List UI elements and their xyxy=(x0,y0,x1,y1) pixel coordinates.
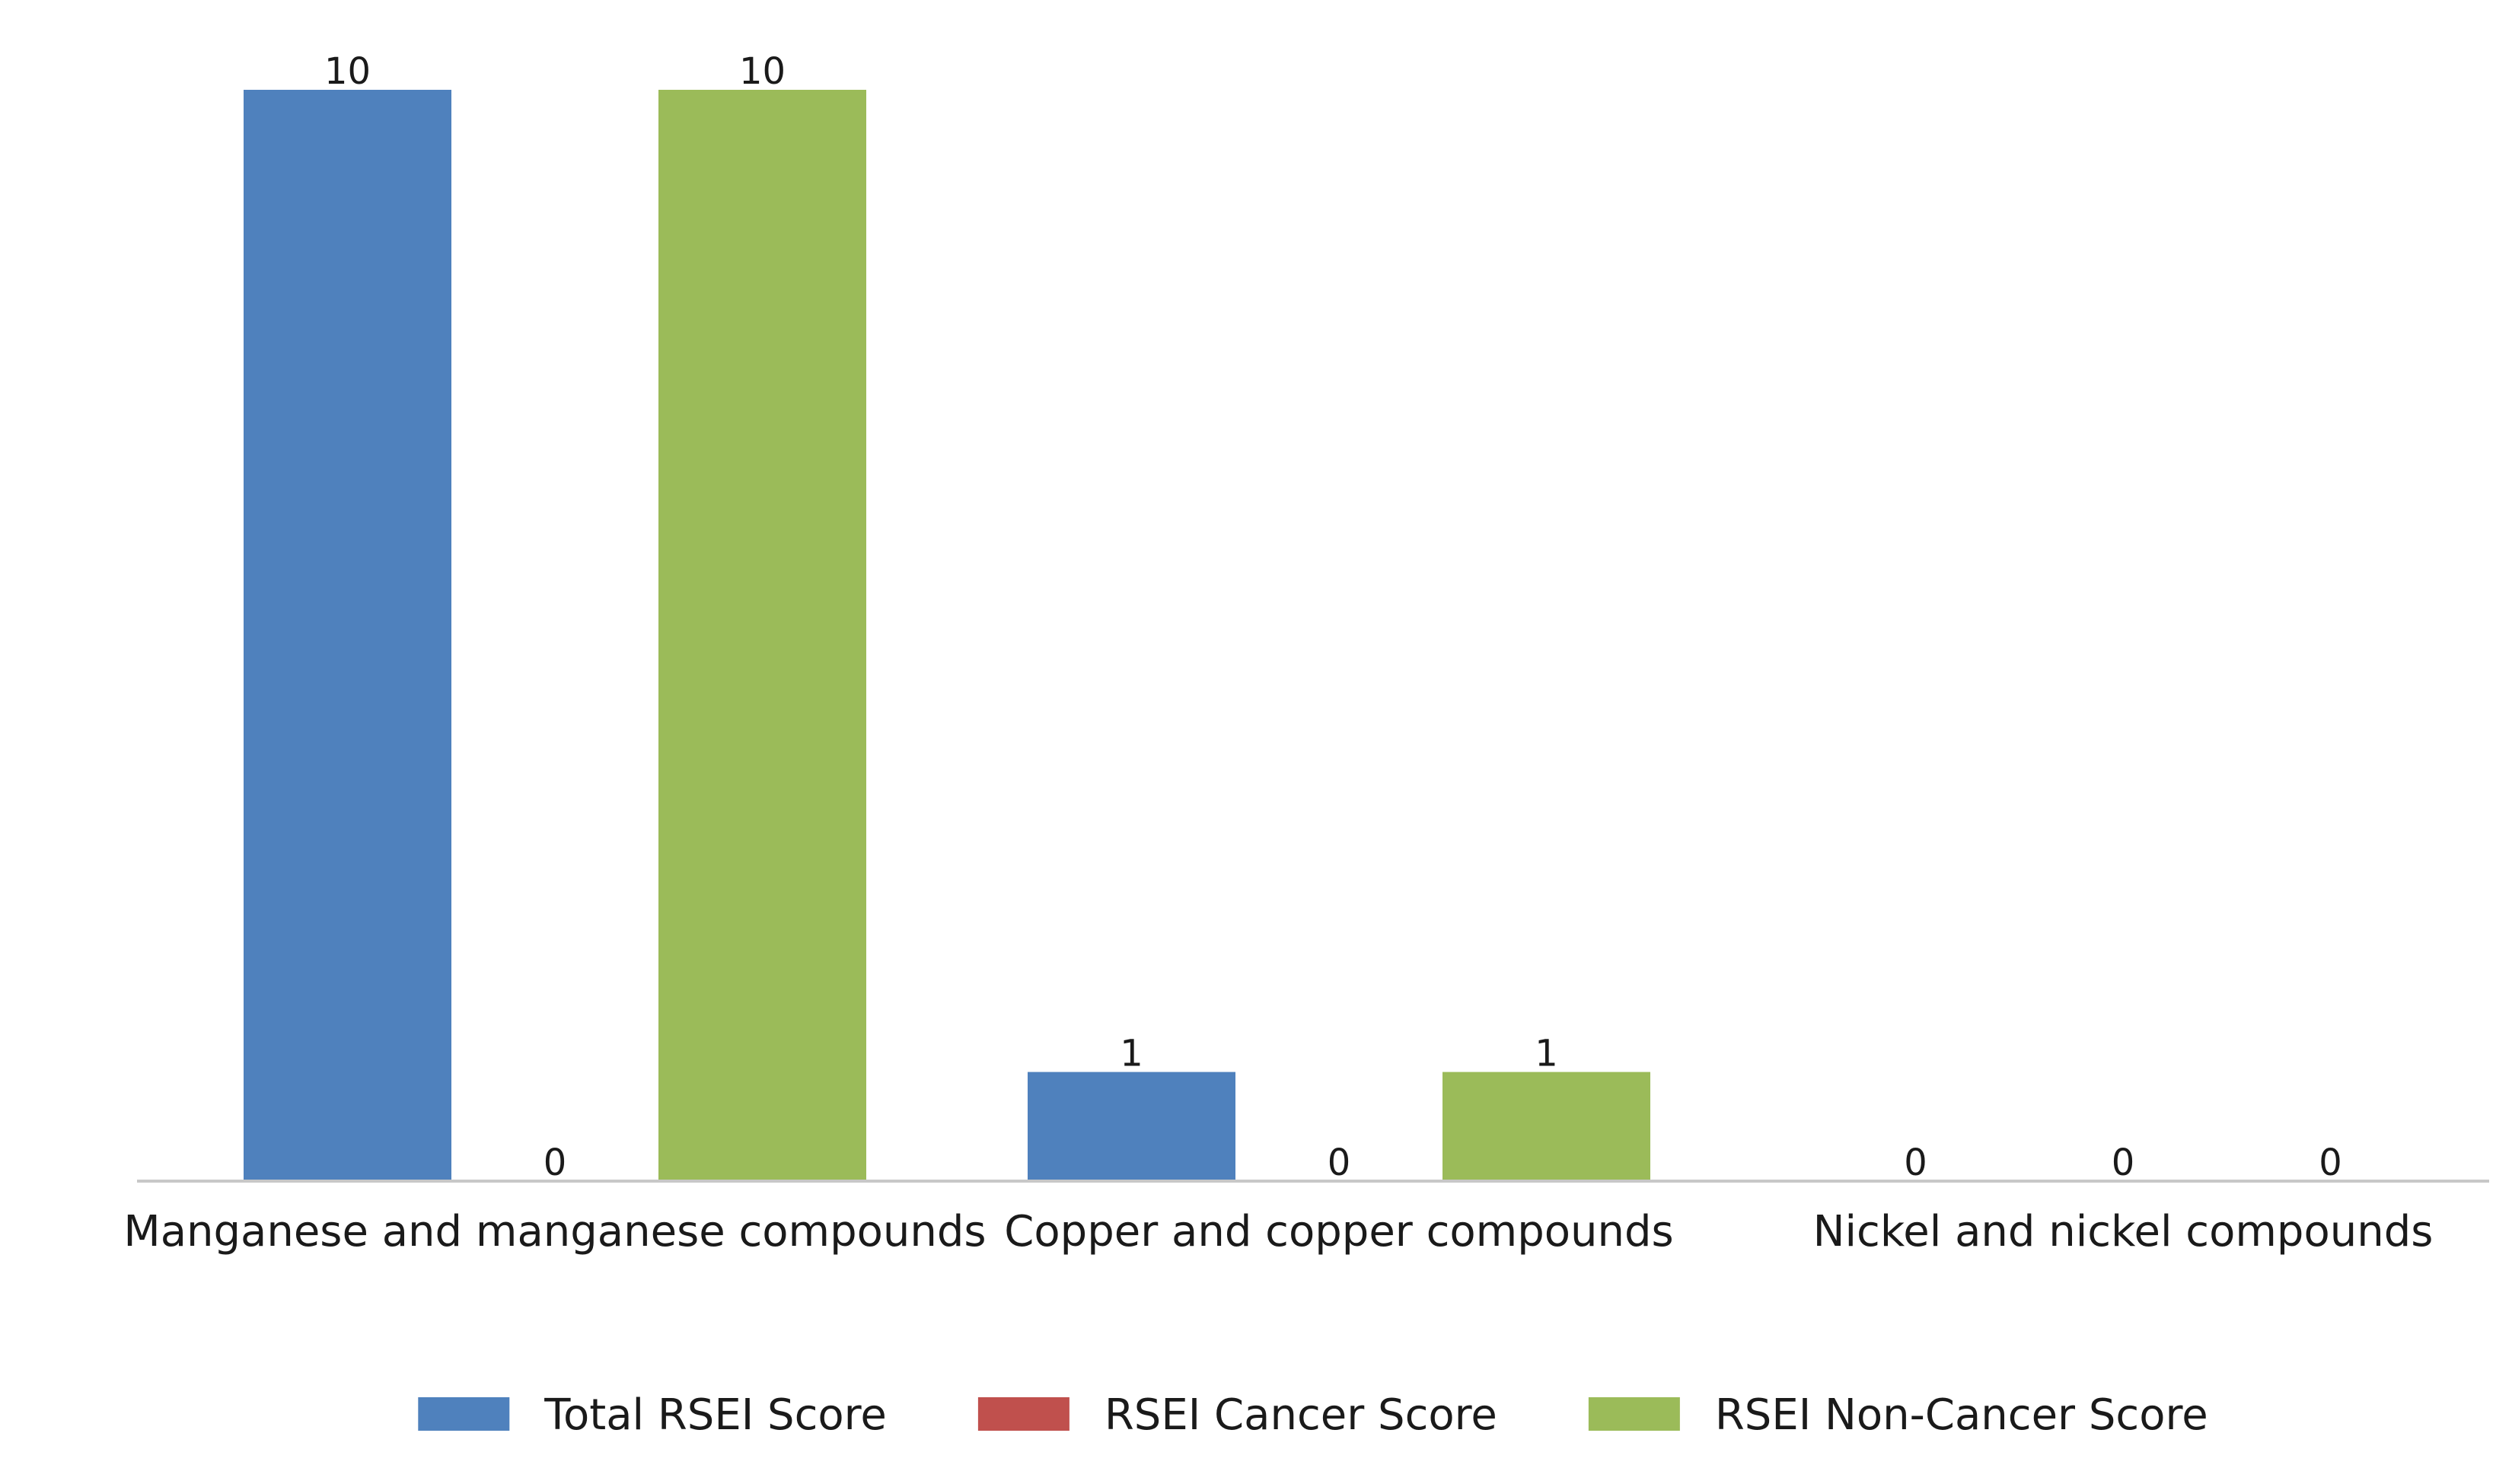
bar-1-1 xyxy=(244,90,451,1181)
x-tick-label-2: Copper and copper compounds xyxy=(1004,1207,1673,1256)
legend-label-1: Total RSEI Score xyxy=(544,1390,887,1440)
data-label-1-1: 10 xyxy=(324,50,371,93)
x-axis-tick-labels: Manganese and manganese compounds Copper … xyxy=(123,1207,2433,1256)
data-label-3-1: 10 xyxy=(739,50,786,93)
data-label-1-2: 1 xyxy=(1120,1033,1143,1075)
legend-swatch-3 xyxy=(1588,1397,1680,1431)
x-tick-label-1: Manganese and manganese compounds xyxy=(123,1207,986,1256)
legend-item-1: Total RSEI Score xyxy=(418,1390,887,1440)
data-label-2-1: 0 xyxy=(544,1142,567,1184)
bars xyxy=(244,90,1650,1181)
bar-3-1 xyxy=(658,90,866,1181)
legend-label-3: RSEI Non-Cancer Score xyxy=(1715,1390,2208,1440)
data-label-3-2: 1 xyxy=(1535,1033,1558,1075)
bar-3-2 xyxy=(1442,1072,1650,1181)
x-tick-label-3: Nickel and nickel compounds xyxy=(1813,1207,2434,1256)
legend-label-2: RSEI Cancer Score xyxy=(1105,1390,1497,1440)
legend-swatch-2 xyxy=(977,1397,1070,1431)
legend-item-3: RSEI Non-Cancer Score xyxy=(1588,1390,2208,1440)
data-label-3-3: 0 xyxy=(2319,1142,2342,1184)
data-label-2-2: 0 xyxy=(1328,1142,1351,1184)
data-label-2-3: 0 xyxy=(2112,1142,2135,1184)
legend-item-2: RSEI Cancer Score xyxy=(977,1390,1497,1440)
data-label-1-3: 0 xyxy=(1904,1142,1927,1184)
bar-1-2 xyxy=(1028,1072,1235,1181)
legend: Total RSEI Score RSEI Cancer Score RSEI No… xyxy=(418,1390,2208,1440)
legend-swatch-1 xyxy=(418,1397,510,1431)
